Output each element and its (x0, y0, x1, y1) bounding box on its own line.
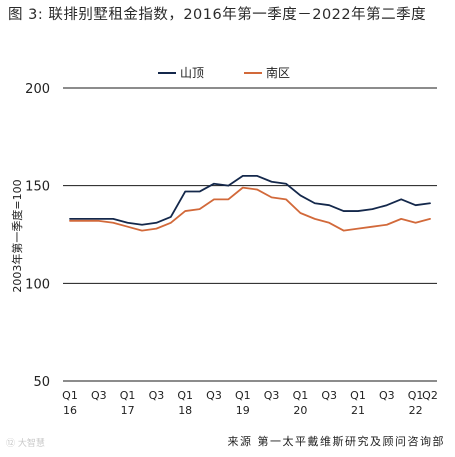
x-tick-year-label: 18 (178, 404, 192, 417)
x-tick-label: Q3 (379, 389, 395, 402)
x-tick-label: Q3 (149, 389, 165, 402)
legend-swatch-series1 (158, 72, 176, 74)
x-tick-label: Q3 (91, 389, 107, 402)
y-tick-label: 150 (25, 180, 50, 195)
x-tick-label: Q3 (321, 389, 337, 402)
watermark: ⑫ 大智慧 (6, 439, 45, 449)
legend-label-series2: 南区 (266, 66, 291, 80)
y-axis-ticks: 50 100 150 200 (25, 82, 50, 390)
series-line-2 (69, 186, 431, 232)
legend-swatch-series2 (244, 72, 262, 74)
series-lines (69, 174, 431, 232)
x-tick-label: Q1 (293, 389, 309, 402)
x-tick-label: Q3 (264, 389, 280, 402)
chart-title: 图 3: 联排别墅租金指数，2016年第一季度－2022年第二季度 (8, 7, 427, 23)
x-axis-ticks: Q1 16 Q3 Q1 17 Q3 Q1 18 Q3 Q1 19 Q3 Q1 20 Q3 Q1 21 Q3 Q1 22… (62, 389, 438, 417)
y-axis-label: 2003年第一季度=100 (10, 179, 24, 292)
x-tick-label: Q1 (177, 389, 193, 402)
y-tick-label: 100 (25, 277, 50, 292)
gridlines (63, 87, 437, 382)
legend: 山顶 南区 (0, 64, 455, 84)
x-tick-year-label: 21 (351, 404, 365, 417)
legend-label-series1: 山顶 (180, 66, 205, 80)
x-tick-year-label: 19 (236, 404, 250, 417)
x-tick-year-label: 20 (293, 404, 307, 417)
x-tick-label: Q1 (350, 389, 366, 402)
x-tick-year-label: 17 (121, 404, 135, 417)
y-tick-label: 50 (33, 375, 50, 390)
x-tick-label: Q1 (62, 389, 78, 402)
x-tick-label: Q1 (120, 389, 136, 402)
x-tick-label: Q1 (235, 389, 251, 402)
x-tick-year-label: 22 (409, 404, 423, 417)
x-tick-label: Q2 (422, 389, 438, 402)
series-line-1 (69, 174, 431, 226)
source-note: 来源 第一太平戴维斯研究及顾问咨询部 (227, 435, 445, 448)
x-tick-label: Q3 (206, 389, 222, 402)
x-tick-label: Q1 (408, 389, 424, 402)
x-tick-year-label: 16 (63, 404, 77, 417)
y-tick-label: 200 (25, 82, 50, 97)
